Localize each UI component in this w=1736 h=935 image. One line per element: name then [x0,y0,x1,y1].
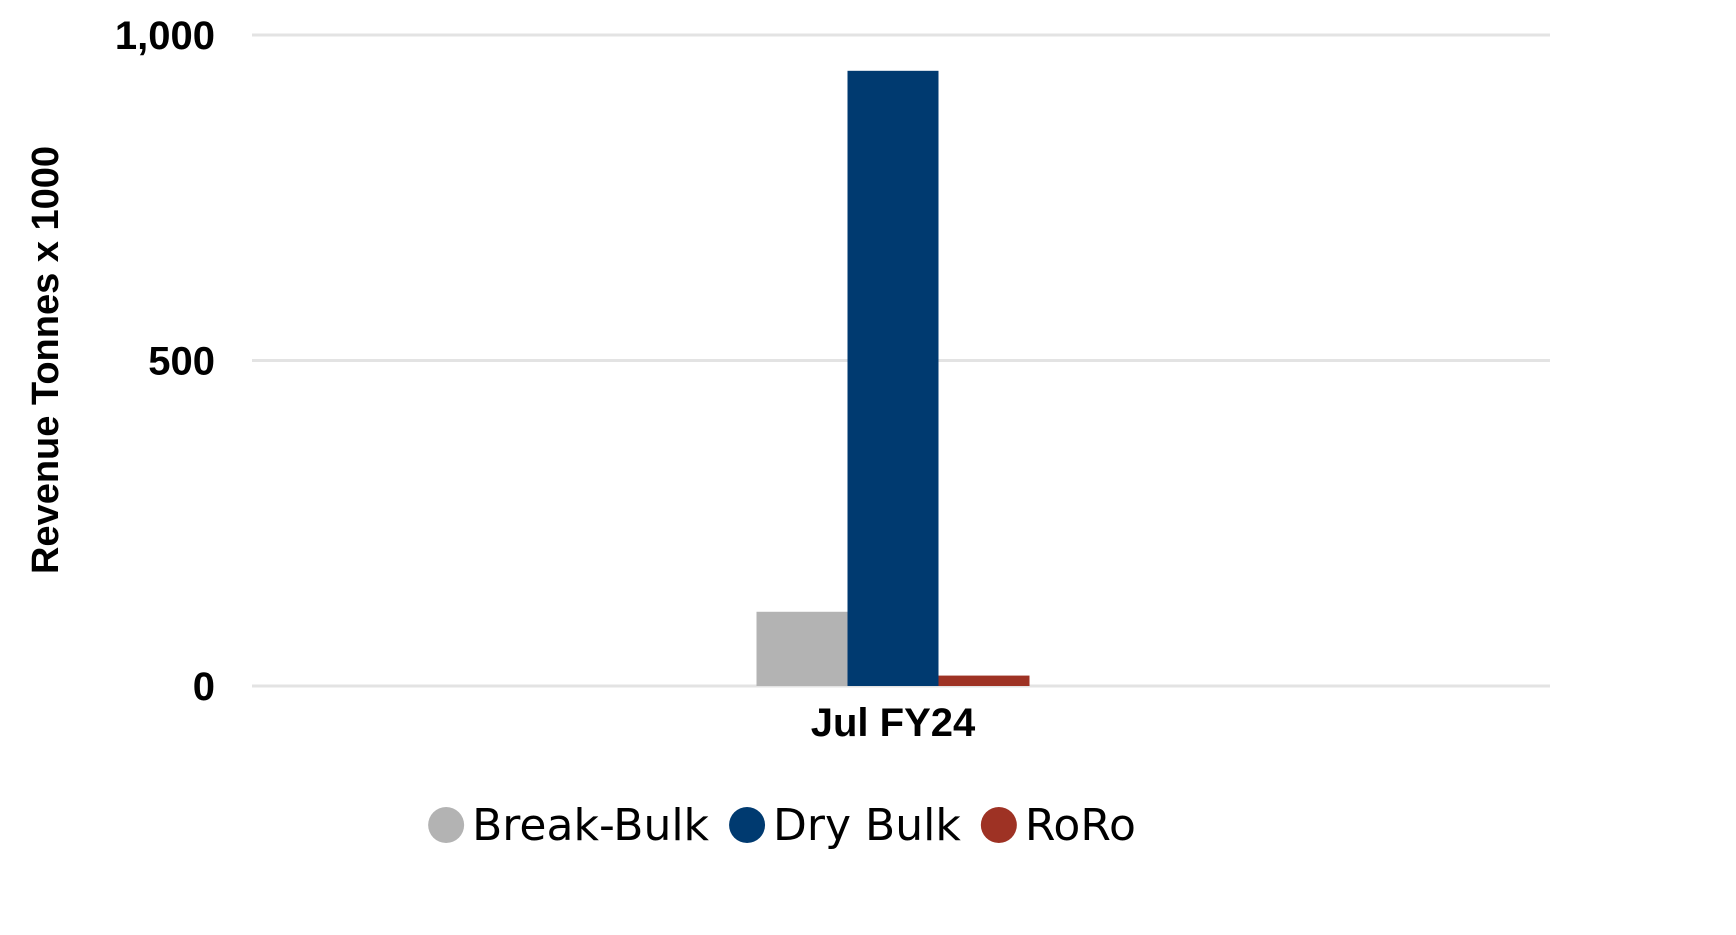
y-tick-label: 500 [148,340,215,384]
legend-marker [428,807,465,843]
legend-label: RoRo [1025,800,1136,851]
y-tick-label: 1,000 [115,14,215,58]
bar-dry-bulk [847,70,939,687]
bars [756,70,1030,687]
legend: Break-Bulk Dry Bulk RoRo [428,800,1136,851]
legend-item: Break-Bulk [428,800,710,851]
x-axis-categories: Jul FY24 [811,701,976,745]
legend-item: RoRo [980,800,1136,851]
x-category-label: Jul FY24 [811,701,976,745]
legend-label: Dry Bulk [773,800,961,851]
y-tick-label: 0 [193,665,215,709]
y-axis-title: Revenue Tonnes x 1000 [25,146,67,574]
legend-label: Break-Bulk [472,800,709,851]
bar-break-bulk [756,611,848,686]
y-axis-ticks: 0 500 1,000 [115,14,215,709]
bar-roro [938,675,1030,686]
legend-marker [980,807,1017,843]
legend-item: Dry Bulk [729,800,961,851]
legend-marker [729,807,766,843]
